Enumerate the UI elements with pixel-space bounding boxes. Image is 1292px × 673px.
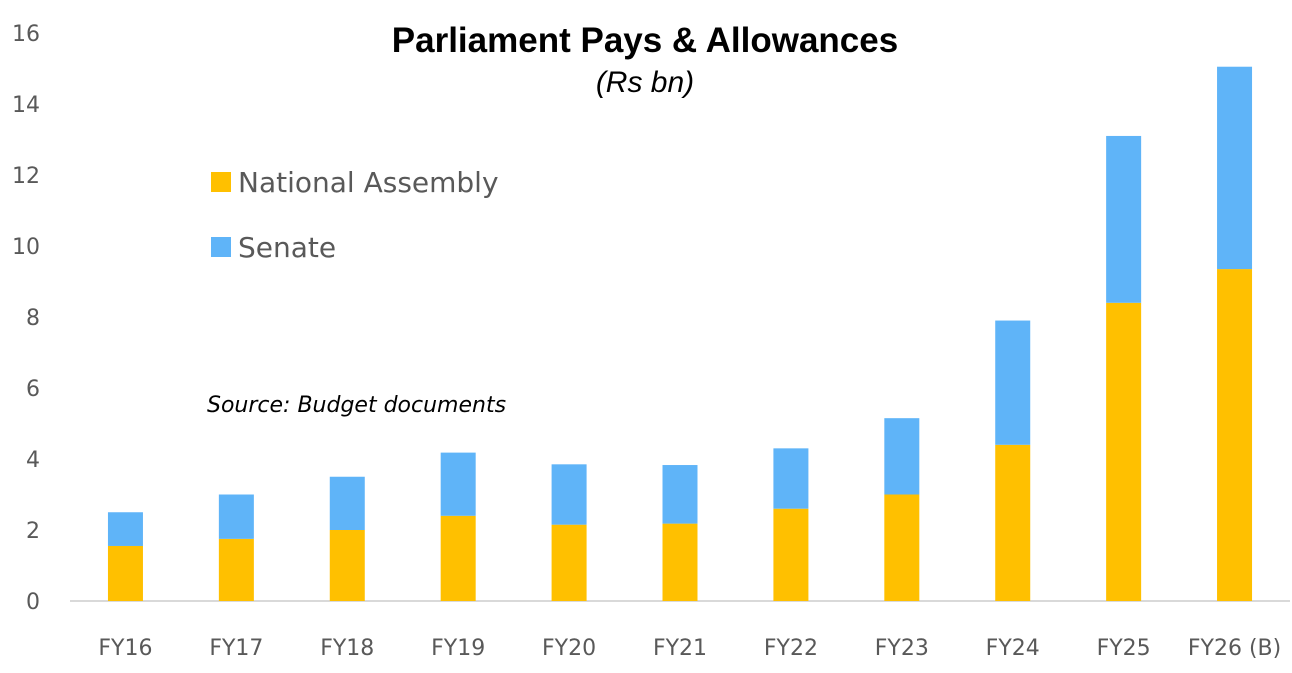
legend-label-national-assembly: National Assembly	[238, 166, 499, 199]
y-tick-label: 6	[26, 377, 40, 402]
bar-senate-fy18	[329, 476, 365, 530]
bar-senate-fy22	[773, 448, 809, 509]
y-tick-label: 14	[12, 93, 40, 118]
bar-senate-fy16	[107, 512, 143, 546]
y-axis-ticks: 0 2 4 6 8 10 12 14 16	[12, 22, 40, 615]
x-tick-label: FY18	[320, 636, 374, 661]
bar-national-assembly-fy17	[218, 538, 254, 601]
bar-senate-fy20	[551, 464, 587, 525]
chart-subtitle: (Rs bn)	[596, 66, 694, 99]
bar-senate-fy17	[218, 494, 254, 539]
bar-national-assembly-fy26-b	[1217, 269, 1253, 601]
bar-national-assembly-fy24	[995, 444, 1031, 601]
x-tick-label: FY17	[209, 636, 263, 661]
x-tick-label: FY22	[764, 636, 818, 661]
bar-senate-fy19	[440, 452, 476, 516]
chart-title: Parliament Pays & Allowances	[392, 21, 898, 60]
x-tick-label: FY19	[431, 636, 485, 661]
y-tick-label: 12	[12, 164, 40, 189]
bar-national-assembly-fy21	[662, 523, 698, 601]
x-tick-label: FY25	[1097, 636, 1151, 661]
y-tick-label: 8	[26, 306, 40, 331]
x-tick-label: FY16	[98, 636, 152, 661]
bar-senate-fy25	[1106, 135, 1142, 303]
y-tick-label: 0	[26, 590, 40, 615]
bar-national-assembly-fy20	[551, 524, 587, 601]
bar-senate-fy21	[662, 465, 698, 524]
source-annotation: Source: Budget documents	[207, 393, 506, 418]
x-tick-label: FY21	[653, 636, 707, 661]
bar-national-assembly-fy25	[1106, 302, 1142, 601]
bar-national-assembly-fy22	[773, 508, 809, 601]
bar-senate-fy23	[884, 418, 920, 495]
x-axis-ticks: FY16 FY17 FY18 FY19 FY20 FY21 FY22 FY23 FY24 FY25…	[98, 636, 1281, 661]
bar-senate-fy26-b	[1217, 66, 1253, 270]
x-tick-label: FY26 (B)	[1188, 636, 1281, 661]
bar-national-assembly-fy18	[329, 530, 365, 601]
x-tick-label: FY20	[542, 636, 596, 661]
y-tick-label: 10	[12, 235, 40, 260]
bar-senate-fy24	[995, 320, 1031, 445]
legend: National Assembly Senate	[211, 166, 499, 264]
legend-swatch-national-assembly	[211, 172, 231, 192]
bar-national-assembly-fy16	[107, 545, 143, 601]
bars	[107, 66, 1253, 601]
y-tick-label: 2	[26, 519, 40, 544]
y-tick-label: 16	[12, 22, 40, 47]
legend-swatch-senate	[211, 237, 231, 257]
bar-national-assembly-fy19	[440, 515, 476, 601]
y-tick-label: 4	[26, 448, 40, 473]
x-tick-label: FY24	[986, 636, 1040, 661]
bar-national-assembly-fy23	[884, 494, 920, 601]
x-tick-label: FY23	[875, 636, 929, 661]
legend-label-senate: Senate	[238, 231, 336, 264]
